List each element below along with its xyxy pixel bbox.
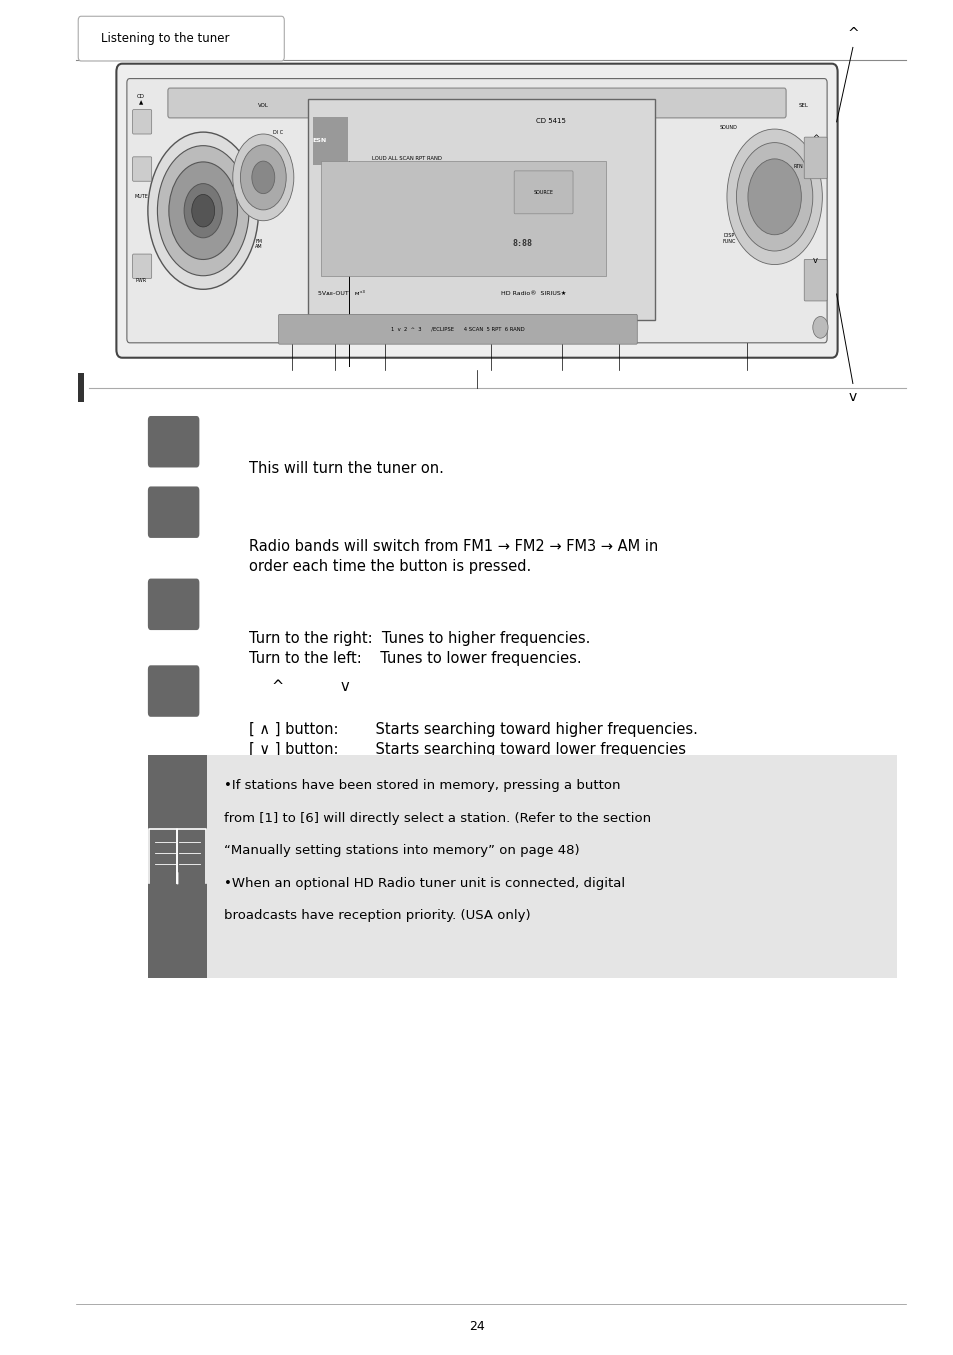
Text: SEL: SEL [798, 103, 807, 107]
Bar [78, 373, 84, 402]
Text: [ ∧ ] button:        Starts searching toward higher frequencies.
[ ∨ ] button:  : [ ∧ ] button: Starts searching toward hi… [249, 722, 698, 757]
FancyBboxPatch shape [803, 259, 826, 301]
Bar [313, 117, 347, 165]
Circle shape [192, 194, 214, 226]
Circle shape [726, 129, 821, 264]
Text: 1  v  2  ^  3      /ECLIPSE      4 SCAN  5 RPT  6 RAND: 1 v 2 ^ 3 /ECLIPSE 4 SCAN 5 RPT 6 RAND [391, 327, 524, 332]
FancyBboxPatch shape [168, 88, 785, 118]
FancyBboxPatch shape [132, 157, 152, 182]
FancyBboxPatch shape [132, 255, 152, 279]
FancyBboxPatch shape [78, 16, 284, 61]
FancyBboxPatch shape [132, 110, 152, 134]
Text: DI C: DI C [273, 130, 282, 136]
Text: 5Vᴀᴇ-OUT   ᴍᵙ³: 5Vᴀᴇ-OUT ᴍᵙ³ [317, 291, 364, 295]
Text: v: v [339, 679, 349, 695]
Text: ESN: ESN [313, 138, 326, 144]
Text: CD
▲: CD ▲ [137, 95, 145, 104]
FancyBboxPatch shape [148, 579, 199, 630]
Text: ^: ^ [272, 679, 283, 695]
Text: Radio bands will switch from FM1 → FM2 → FM3 → AM in
order each time the button : Radio bands will switch from FM1 → FM2 →… [249, 539, 658, 575]
Bar [148, 755, 896, 978]
Text: DISP
FUNC: DISP FUNC [721, 233, 735, 244]
Circle shape [252, 161, 274, 194]
Text: SOUND: SOUND [720, 125, 737, 130]
Text: SOURCE: SOURCE [533, 190, 553, 195]
Circle shape [736, 142, 812, 251]
Text: 24: 24 [469, 1320, 484, 1333]
Text: LOUD ALL SCAN RPT RAND: LOUD ALL SCAN RPT RAND [372, 156, 441, 161]
Bar [148, 755, 207, 978]
Text: This will turn the tuner on.: This will turn the tuner on. [249, 461, 443, 476]
Text: •When an optional HD Radio tuner unit is connected, digital: •When an optional HD Radio tuner unit is… [224, 877, 624, 890]
Circle shape [148, 133, 258, 289]
Text: ^: ^ [846, 27, 858, 41]
Text: Listening to the tuner: Listening to the tuner [101, 33, 230, 45]
FancyBboxPatch shape [148, 665, 199, 717]
FancyBboxPatch shape [278, 314, 637, 344]
FancyBboxPatch shape [148, 486, 199, 538]
Text: 8:88: 8:88 [512, 238, 532, 248]
Circle shape [240, 145, 286, 210]
Circle shape [812, 317, 827, 339]
Text: broadcasts have reception priority. (USA only): broadcasts have reception priority. (USA… [224, 909, 530, 923]
Text: Turn to the right:  Tunes to higher frequencies.
Turn to the left:    Tunes to l: Turn to the right: Tunes to higher frequ… [249, 631, 590, 667]
Circle shape [233, 134, 294, 221]
Text: VOL: VOL [257, 103, 269, 107]
Circle shape [184, 183, 222, 237]
Circle shape [169, 161, 237, 259]
Text: CD 5415: CD 5415 [536, 118, 565, 125]
Text: MUTE: MUTE [134, 194, 148, 199]
Text: v: v [848, 390, 856, 404]
Text: from [1] to [6] will directly select a station. (Refer to the section: from [1] to [6] will directly select a s… [224, 812, 651, 825]
FancyBboxPatch shape [803, 137, 826, 179]
Bar [321, 161, 605, 275]
Text: ^: ^ [811, 134, 819, 144]
FancyBboxPatch shape [127, 79, 826, 343]
Circle shape [747, 159, 801, 234]
Text: •If stations have been stored in memory, pressing a button: •If stations have been stored in memory,… [224, 779, 620, 793]
FancyBboxPatch shape [116, 64, 837, 358]
Text: HD Radio®  SIRIUS★: HD Radio® SIRIUS★ [500, 291, 566, 295]
Text: v: v [812, 256, 818, 266]
Bar [308, 99, 655, 320]
Text: RTN: RTN [793, 164, 802, 169]
Text: PWR: PWR [135, 278, 147, 283]
Text: “Manually setting stations into memory” on page 48): “Manually setting stations into memory” … [224, 844, 579, 858]
FancyBboxPatch shape [148, 416, 199, 467]
Text: FM
AM: FM AM [254, 238, 262, 249]
FancyBboxPatch shape [514, 171, 573, 214]
Circle shape [157, 145, 249, 275]
